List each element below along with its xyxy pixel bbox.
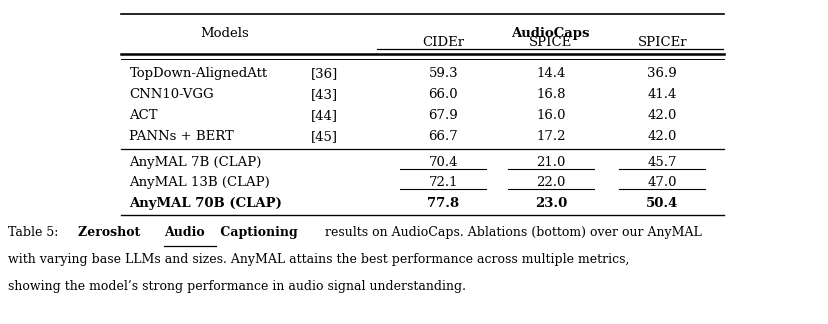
Text: [36]: [36] [310,67,338,80]
Text: 16.8: 16.8 [536,88,565,101]
Text: CIDEr: CIDEr [421,36,464,49]
Text: [44]: [44] [310,109,338,122]
Text: SPICE: SPICE [528,36,572,49]
Text: showing the model’s strong performance in audio signal understanding.: showing the model’s strong performance i… [8,281,465,294]
Text: CNN10-VGG: CNN10-VGG [129,88,214,101]
Text: 67.9: 67.9 [428,109,458,122]
Text: 72.1: 72.1 [428,176,458,190]
Text: Audio: Audio [163,226,204,239]
Text: TopDown-AlignedAtt: TopDown-AlignedAtt [129,67,267,80]
Text: 66.7: 66.7 [428,130,458,143]
Text: AudioCaps: AudioCaps [510,27,589,40]
Text: SPICEr: SPICEr [637,36,686,49]
Text: 59.3: 59.3 [428,67,458,80]
Text: 41.4: 41.4 [647,88,676,101]
Text: Zeroshot: Zeroshot [78,226,144,239]
Text: 47.0: 47.0 [647,176,676,190]
Text: [45]: [45] [310,130,338,143]
Text: AnyMAL 13B (CLAP): AnyMAL 13B (CLAP) [129,176,270,190]
Text: 21.0: 21.0 [536,156,565,169]
Text: [43]: [43] [310,88,338,101]
Text: 42.0: 42.0 [647,130,676,143]
Text: 36.9: 36.9 [647,67,676,80]
Text: 45.7: 45.7 [647,156,676,169]
Text: with varying base LLMs and sizes. AnyMAL attains the best performance across mul: with varying base LLMs and sizes. AnyMAL… [8,253,628,266]
Text: 16.0: 16.0 [536,109,565,122]
Text: Captioning: Captioning [215,226,297,239]
Text: 70.4: 70.4 [428,156,458,169]
Text: ACT: ACT [129,109,158,122]
Text: AnyMAL 70B (CLAP): AnyMAL 70B (CLAP) [129,197,282,210]
Text: 23.0: 23.0 [534,197,566,210]
Text: Table 5:: Table 5: [8,226,62,239]
Text: 22.0: 22.0 [536,176,565,190]
Text: AnyMAL 7B (CLAP): AnyMAL 7B (CLAP) [129,156,262,169]
Text: 66.0: 66.0 [428,88,458,101]
Text: Models: Models [200,27,248,40]
Text: 17.2: 17.2 [536,130,565,143]
Text: 50.4: 50.4 [645,197,678,210]
Text: results on AudioCaps. Ablations (bottom) over our AnyMAL: results on AudioCaps. Ablations (bottom)… [320,226,700,239]
Text: 14.4: 14.4 [536,67,565,80]
Text: PANNs + BERT: PANNs + BERT [129,130,234,143]
Text: 42.0: 42.0 [647,109,676,122]
Text: 77.8: 77.8 [427,197,459,210]
